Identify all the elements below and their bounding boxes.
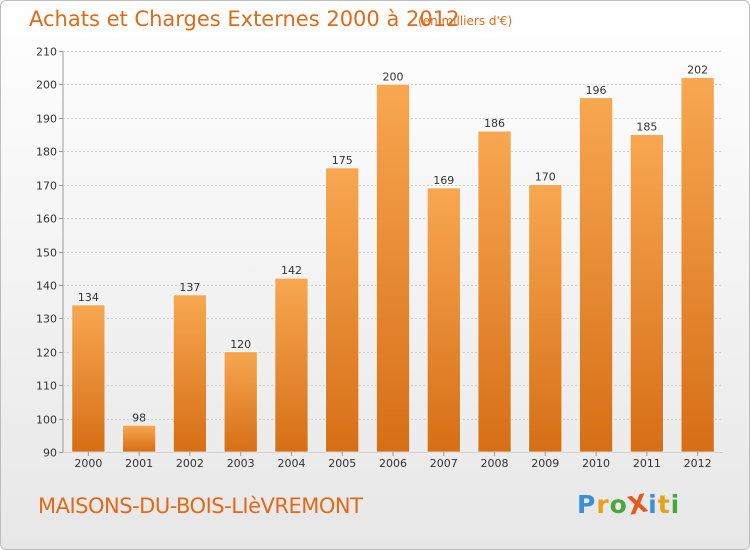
y-tick-label: 180: [36, 146, 57, 159]
data-label-2000: 134: [78, 291, 99, 304]
proxiti-logo[interactable]: ProXiti: [577, 488, 681, 521]
y-tick-label: 90: [43, 447, 57, 460]
data-label-2002: 137: [179, 281, 200, 294]
data-label-2012: 202: [687, 64, 708, 77]
chart-subtitle: (en milliers d'€): [418, 14, 513, 28]
data-label-2008: 186: [484, 117, 505, 130]
x-axis-ticks: 2000 2001 2002 2003 2004 2005 2006 2007 2008 2009…: [74, 452, 712, 470]
bar-2010: [579, 97, 613, 453]
y-tick-label: 100: [36, 414, 57, 427]
bar-2003: [223, 351, 258, 453]
x-tick-label: 2007: [430, 457, 458, 470]
data-label-2006: 200: [383, 70, 404, 83]
data-label-2007: 169: [433, 174, 454, 187]
x-tick-label: 2004: [277, 457, 305, 470]
x-tick-label: 2008: [481, 457, 509, 470]
y-tick-label: 200: [36, 79, 57, 92]
y-tick-label: 190: [36, 113, 57, 126]
x-tick-label: 2010: [582, 457, 610, 470]
logo-letter: P: [577, 490, 597, 519]
bar-2008: [477, 130, 512, 453]
x-tick-label: 2003: [227, 457, 255, 470]
data-label-2004: 142: [281, 264, 302, 277]
x-tick-label: 2009: [531, 457, 559, 470]
data-label-2001: 98: [132, 411, 146, 424]
x-tick-label: 2011: [633, 457, 661, 470]
bar-2001: [122, 424, 156, 453]
y-tick-label: 120: [36, 347, 57, 360]
logo-letter: i: [648, 490, 658, 519]
bar-2011: [630, 134, 664, 453]
logo-letter: X: [625, 488, 651, 521]
y-tick-label: 130: [36, 313, 57, 326]
x-tick-label: 2002: [176, 457, 204, 470]
bar-2004: [274, 277, 309, 453]
x-tick-label: 2012: [684, 457, 712, 470]
bars: [71, 77, 715, 453]
y-tick-label: 140: [36, 280, 57, 293]
data-label-2003: 120: [230, 338, 251, 351]
data-label-2005: 175: [332, 154, 353, 167]
y-tick-label: 170: [36, 180, 57, 193]
data-labels: 134 98 137 120 142 175 200 169 186 170 196 185 202: [78, 64, 708, 425]
logo-letter: i: [670, 490, 681, 519]
bar-2006: [376, 84, 410, 453]
y-tick-label: 210: [36, 46, 57, 59]
bar-2000: [71, 304, 106, 453]
bar-2002: [173, 294, 207, 453]
logo-letter: o: [609, 490, 628, 519]
chart-title: Achats et Charges Externes 2000 à 2012: [29, 7, 460, 31]
data-label-2011: 185: [636, 121, 657, 134]
logo-letter: r: [596, 490, 610, 519]
y-axis-ticks: 90 100 110 120 130 140 150 160 170 180 190 200 210: [36, 46, 63, 460]
bar-2005: [325, 167, 360, 453]
bar-2009: [528, 184, 563, 453]
bar-2012: [680, 77, 715, 453]
y-tick-label: 160: [36, 213, 57, 226]
data-label-2010: 196: [586, 84, 607, 97]
data-label-2009: 170: [535, 171, 556, 184]
logo-letter: t: [657, 490, 671, 519]
x-tick-label: 2001: [125, 457, 153, 470]
x-tick-label: 2000: [74, 457, 102, 470]
y-tick-label: 150: [36, 247, 57, 260]
x-tick-label: 2005: [328, 457, 356, 470]
y-tick-label: 110: [36, 380, 57, 393]
x-tick-label: 2006: [379, 457, 407, 470]
bar-2007: [426, 187, 461, 453]
place-name: MAISONS-DU-BOIS-LIèVREMONT: [38, 494, 363, 518]
